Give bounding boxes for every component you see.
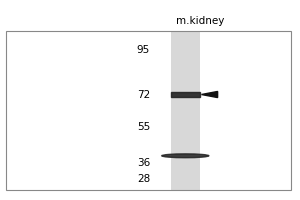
Text: 72: 72 [137,90,150,100]
Text: 55: 55 [137,122,150,132]
Text: m.kidney: m.kidney [176,16,224,26]
Ellipse shape [162,154,209,158]
Polygon shape [202,91,218,98]
Bar [6,31,291,190]
Text: 36: 36 [137,158,150,168]
Bar [171,92,200,97]
Bar [171,31,200,190]
Text: 28: 28 [137,174,150,184]
Text: 95: 95 [137,45,150,55]
